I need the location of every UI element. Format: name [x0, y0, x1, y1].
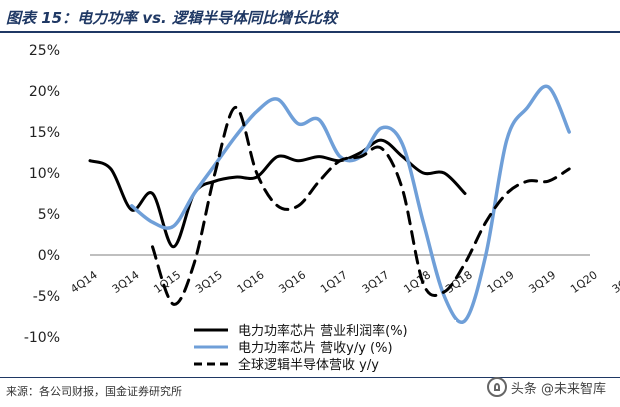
x-tick-label: 1Q19	[485, 268, 517, 296]
x-tick-label: 4Q14	[68, 268, 100, 296]
x-tick-label: 3Q20	[610, 268, 620, 296]
series-line-global-logic-semi-revenue-yoy	[151, 105, 571, 306]
y-tick-label: 25%	[29, 43, 60, 59]
y-tick-label: 15%	[29, 125, 60, 141]
x-tick-label: 3Q14	[110, 268, 142, 296]
x-tick-label: 3Q17	[360, 268, 392, 296]
y-tick-label: 20%	[29, 84, 60, 100]
series-line-power-chip-op-margin	[88, 138, 467, 249]
x-tick-label: 1Q20	[568, 268, 600, 296]
x-tick-label: 3Q15	[193, 268, 225, 296]
header-rule	[0, 31, 620, 33]
x-tick-label: 3Q19	[526, 268, 558, 296]
x-tick-label: 1Q16	[235, 268, 267, 296]
watermark: 头条 @未来智库	[486, 377, 606, 397]
legend-box	[188, 320, 456, 376]
watermark-logo-icon	[486, 377, 507, 397]
figure-header: 图表 15：电力功率 vs. 逻辑半导体同比增长比较	[0, 0, 620, 34]
y-tick-label: -10%	[24, 330, 60, 346]
y-tick-label: 0%	[38, 248, 60, 264]
y-tick-label: 5%	[38, 207, 60, 223]
x-tick-label: 3Q16	[276, 268, 308, 296]
source-note: 来源：各公司财报，国金证券研究所	[6, 385, 182, 398]
y-tick-label: 10%	[29, 166, 60, 182]
legend-label: 全球逻辑半导体营收 y/y	[238, 357, 379, 373]
x-tick-label: 1Q17	[318, 268, 350, 296]
line-chart: 25%20%15%10%5%0%-5%-10%4Q14 3Q14 1Q15 3Q15 1…	[24, 43, 620, 376]
footer-rule	[0, 377, 620, 378]
legend-label: 电力功率芯片 营收y/y (%)	[238, 340, 393, 356]
figure-title: 图表 15：电力功率 vs. 逻辑半导体同比增长比较	[6, 9, 337, 27]
watermark-text: 头条 @未来智库	[510, 381, 606, 397]
y-tick-label: -5%	[33, 289, 60, 305]
legend-label: 电力功率芯片 营业利润率(%)	[238, 323, 408, 339]
